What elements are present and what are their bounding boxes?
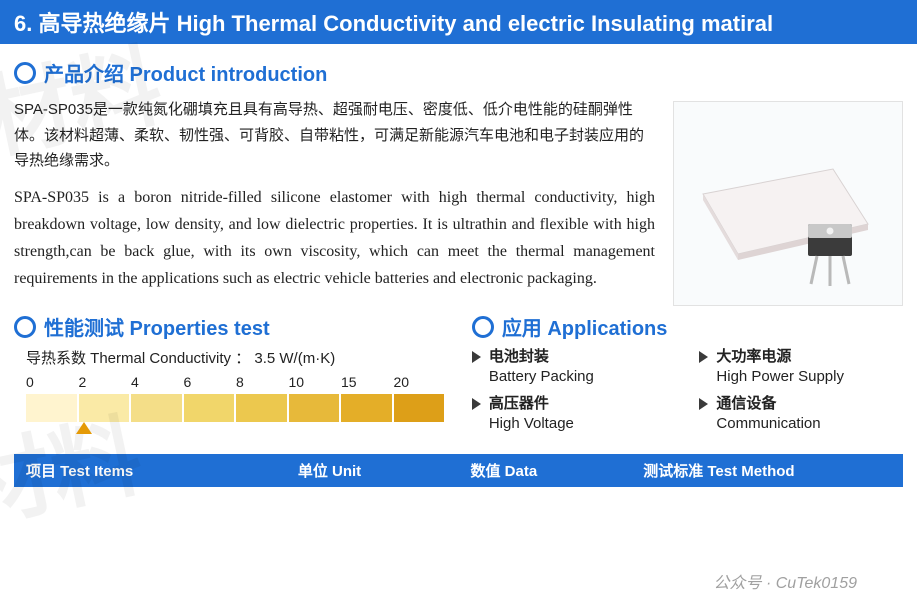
application-label-en: Communication bbox=[716, 415, 820, 432]
ring-icon bbox=[14, 316, 36, 338]
footer-source-tag: 公众号 · CuTek0159 bbox=[714, 569, 857, 593]
application-item: 通信设备Communication bbox=[699, 394, 903, 433]
application-label-zh: 高压器件 bbox=[489, 394, 574, 414]
application-item: 高压器件High Voltage bbox=[472, 394, 676, 433]
applications-grid: 电池封装Battery Packing 大功率电源High Power Supp… bbox=[472, 347, 903, 433]
scale-tick: 10 bbox=[289, 374, 342, 390]
application-label-en: High Voltage bbox=[489, 415, 574, 432]
intro-paragraph-en: SPA-SP035 is a boron nitride-filled sili… bbox=[14, 184, 655, 293]
ring-icon bbox=[472, 316, 494, 338]
color-scale-bar bbox=[26, 394, 446, 422]
section-number-title: 6. 高导热绝缘片 High Thermal Conductivity and … bbox=[0, 0, 917, 44]
applications-heading: 应用 Applications bbox=[472, 312, 903, 341]
scale-pointer-row bbox=[26, 422, 446, 436]
intro-heading-text: 产品介绍 Product introduction bbox=[44, 58, 327, 87]
scale-tick: 8 bbox=[236, 374, 289, 390]
application-label-zh: 大功率电源 bbox=[716, 347, 844, 367]
intro-text-block: SPA-SP035是一款纯氮化硼填充且具有高导热、超强耐电压、密度低、低介电性能… bbox=[14, 97, 655, 306]
scale-tick: 0 bbox=[26, 374, 79, 390]
application-item: 电池封装Battery Packing bbox=[472, 347, 676, 386]
application-label-zh: 电池封装 bbox=[489, 347, 594, 367]
table-header-method: 测试标准 Test Method bbox=[631, 460, 903, 481]
applications-heading-text: 应用 Applications bbox=[502, 312, 668, 341]
scale-tick: 20 bbox=[394, 374, 447, 390]
scale-tick: 15 bbox=[341, 374, 394, 390]
table-header-data: 数值 Data bbox=[459, 460, 632, 481]
table-header-items: 项目 Test Items bbox=[14, 460, 286, 481]
intro-heading: 产品介绍 Product introduction bbox=[14, 58, 903, 87]
arrow-right-icon bbox=[699, 398, 708, 410]
scale-tick: 2 bbox=[79, 374, 132, 390]
scale-tick-row: 0 2 4 6 8 10 15 20 bbox=[26, 374, 446, 390]
properties-heading: 性能测试 Properties test bbox=[14, 312, 454, 341]
product-illustration-icon bbox=[683, 114, 893, 294]
table-header-unit: 单位 Unit bbox=[286, 460, 459, 481]
product-image bbox=[673, 101, 903, 306]
application-label-zh: 通信设备 bbox=[716, 394, 820, 414]
properties-table-header: 项目 Test Items 单位 Unit 数值 Data 测试标准 Test … bbox=[14, 454, 903, 487]
arrow-right-icon bbox=[472, 398, 481, 410]
arrow-right-icon bbox=[472, 351, 481, 363]
scale-tick: 4 bbox=[131, 374, 184, 390]
thermal-conductivity-label: 导热系数 Thermal Conductivity ： 3.5 W/(m·K) bbox=[26, 347, 454, 368]
application-label-en: Battery Packing bbox=[489, 368, 594, 385]
application-item: 大功率电源High Power Supply bbox=[699, 347, 903, 386]
application-label-en: High Power Supply bbox=[716, 368, 844, 385]
ring-icon bbox=[14, 62, 36, 84]
arrow-right-icon bbox=[699, 351, 708, 363]
scale-tick: 6 bbox=[184, 374, 237, 390]
properties-heading-text: 性能测试 Properties test bbox=[44, 312, 270, 341]
scale-pointer-icon bbox=[76, 422, 92, 434]
intro-paragraph-zh: SPA-SP035是一款纯氮化硼填充且具有高导热、超强耐电压、密度低、低介电性能… bbox=[14, 97, 655, 174]
